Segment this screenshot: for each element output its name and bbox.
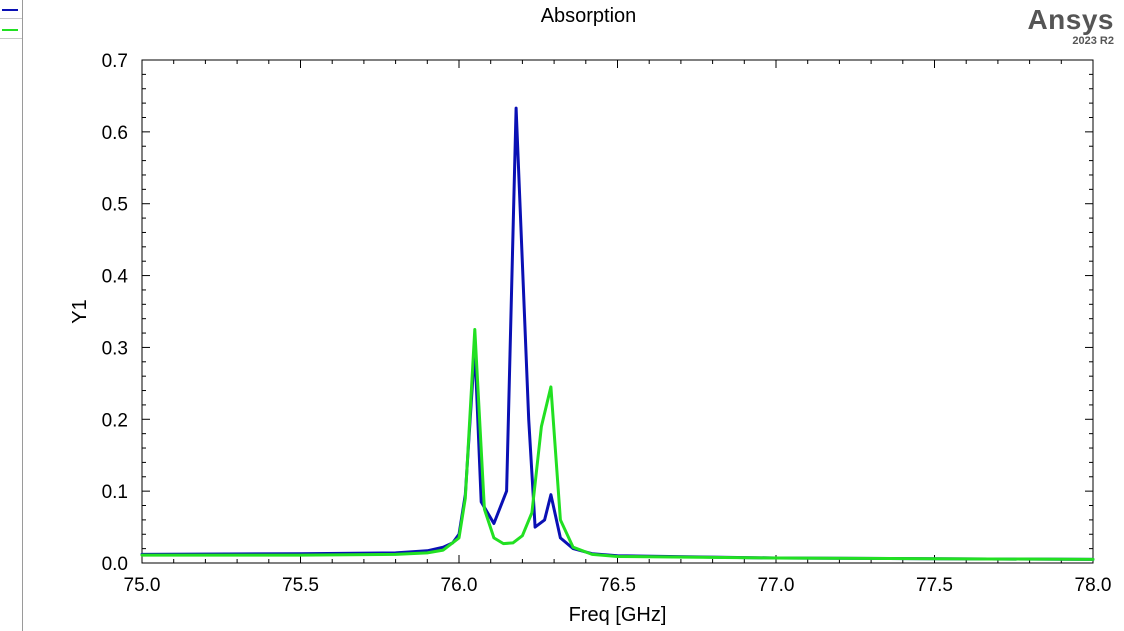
x-axis-label: Freq [GHz] xyxy=(569,604,667,626)
series-line-2 xyxy=(140,328,1095,561)
legend-separator xyxy=(0,38,22,39)
x-tick-label: 77.0 xyxy=(758,575,795,596)
y-tick-label: 0.5 xyxy=(102,195,128,216)
y-tick-label: 0.4 xyxy=(102,267,129,288)
legend-swatch-series-1[interactable] xyxy=(2,9,18,11)
x-tick-label: 76.5 xyxy=(599,575,636,596)
y-tick-label: 0.6 xyxy=(102,123,128,144)
legend-strip xyxy=(0,0,23,631)
legend-swatch-series-2[interactable] xyxy=(2,29,18,31)
x-tick-label: 78.0 xyxy=(1075,575,1112,596)
brand-logo: Ansys 2023 R2 xyxy=(1027,6,1114,47)
chart-title: Absorption xyxy=(540,5,637,27)
x-tick-label: 76.0 xyxy=(441,575,478,596)
y-tick-label: 0.2 xyxy=(102,410,128,431)
y-tick-label: 0.3 xyxy=(102,338,128,359)
x-tick-label: 77.5 xyxy=(916,575,953,596)
series-line-1 xyxy=(140,106,1095,561)
brand-name: Ansys xyxy=(1027,4,1114,35)
y-tick-label: 0.0 xyxy=(102,554,128,575)
y-axis-label: Y1 xyxy=(69,299,91,323)
x-tick-label: 75.0 xyxy=(124,575,161,596)
plot-frame xyxy=(141,59,1094,564)
legend-separator xyxy=(0,18,22,19)
y-tick-label: 0.7 xyxy=(102,51,128,72)
brand-version: 2023 R2 xyxy=(1072,35,1114,47)
y-tick-label: 0.1 xyxy=(102,482,128,503)
x-tick-label: 75.5 xyxy=(282,575,319,596)
